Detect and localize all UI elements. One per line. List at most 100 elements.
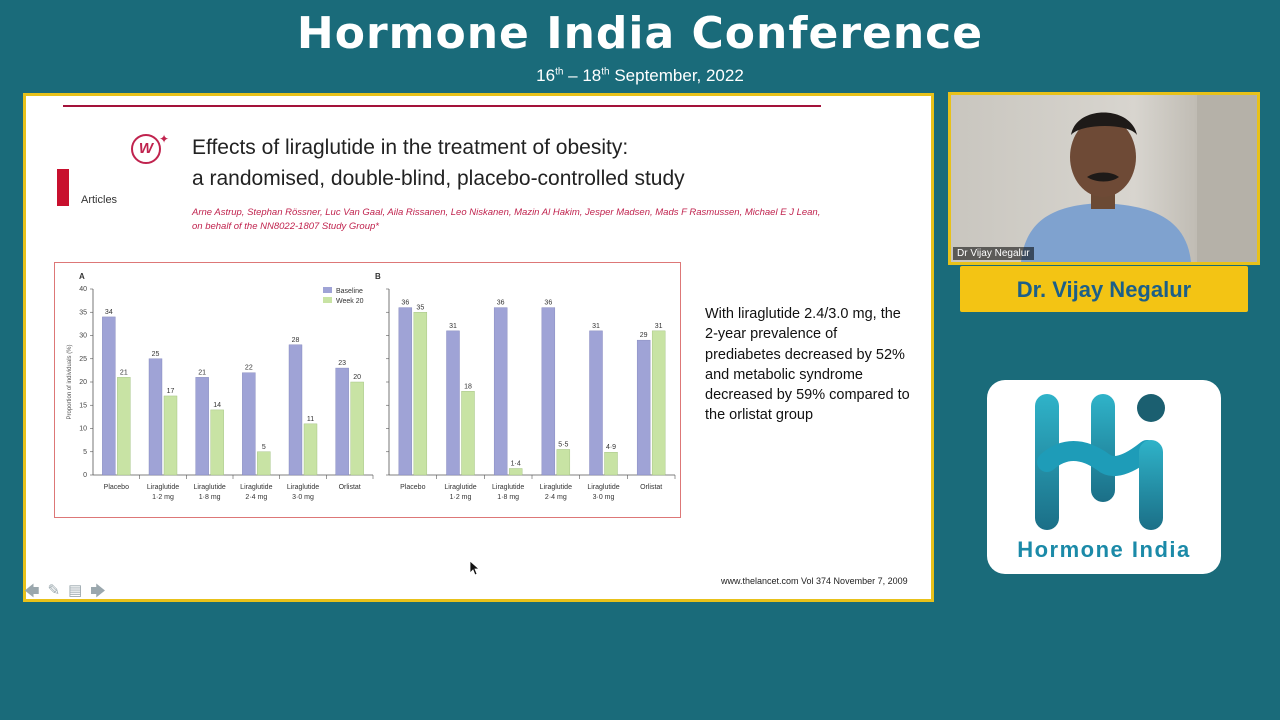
x-category-sublabel: 1·8 mg — [199, 494, 221, 501]
y-tick-label: 40 — [79, 286, 87, 293]
legend-swatch-baseline — [323, 287, 332, 293]
bar-week20 — [413, 312, 428, 476]
bar-baseline — [446, 330, 460, 476]
legend-label-baseline: Baseline — [336, 288, 363, 295]
bar-baseline — [242, 372, 256, 476]
bar-label-baseline: 34 — [105, 309, 113, 316]
bar-label-week20: 21 — [120, 369, 128, 376]
previous-slide-icon[interactable]: 🡄 — [24, 583, 40, 600]
bar-week20 — [508, 468, 523, 476]
bar-baseline — [148, 358, 163, 476]
bar-baseline — [195, 377, 209, 476]
y-tick-label: 30 — [79, 333, 87, 340]
x-category-sublabel: 1·8 mg — [497, 494, 519, 501]
x-category-sublabel: 2·4 mg — [545, 494, 567, 501]
x-category-label: Liraglutide — [492, 484, 524, 491]
bar-label-baseline: 25 — [152, 351, 160, 358]
x-category-label: Placebo — [400, 484, 425, 491]
lancet-w-logo-icon: W — [131, 134, 161, 164]
bar-label-baseline: 23 — [338, 360, 346, 367]
bar-week20 — [461, 391, 475, 476]
bar-label-week20: 5·5 — [558, 441, 568, 448]
x-category-label: Orlistat — [640, 484, 662, 491]
bar-baseline — [102, 316, 116, 476]
bar-label-baseline: 21 — [198, 369, 206, 376]
mouse-cursor-icon — [469, 560, 481, 576]
bar-label-baseline: 29 — [640, 332, 648, 339]
x-category-label: Liraglutide — [240, 484, 272, 491]
bar-label-week20: 31 — [655, 323, 663, 330]
bar-label-week20: 5 — [262, 444, 266, 451]
bar-week20 — [303, 423, 318, 476]
slide-title: Effects of liraglutide in the treatment … — [192, 136, 685, 190]
x-category-label: Placebo — [104, 484, 129, 491]
bar-label-week20: 4·9 — [606, 444, 616, 451]
bar-baseline — [493, 307, 508, 476]
y-tick-label: 5 — [83, 449, 87, 456]
x-category-label: Liraglutide — [587, 484, 619, 491]
y-tick-label: 20 — [79, 379, 87, 386]
bar-chart-svg: A 0 5 10 15 20 25 30 35 40 Proportion of individua… — [67, 272, 676, 501]
x-category-sublabel: 1·2 mg — [450, 494, 472, 501]
conference-dates: 16th – 18th September, 2022 — [536, 66, 744, 85]
figure-panel: A 0 5 10 15 20 25 30 35 40 Proportion of individua… — [54, 262, 681, 518]
journal-reference: www.thelancet.com Vol 374 November 7, 20… — [721, 576, 908, 586]
bar-label-week20: 20 — [353, 374, 361, 381]
sparkle-icon: ✦ — [159, 132, 170, 146]
logo-text: Hormone India — [1017, 537, 1191, 562]
bar-label-week20: 1·4 — [511, 460, 521, 467]
bar-label-baseline: 31 — [449, 323, 457, 330]
bar-label-week20: 35 — [416, 304, 424, 311]
x-category-sublabel: 2·4 mg — [245, 494, 267, 501]
hormone-india-logo: Hormone India — [987, 380, 1221, 574]
y-axis-title: Proportion of individuals (%) — [67, 344, 73, 419]
author-list: Arne Astrup, Stephan Rössner, Luc Van Ga… — [192, 207, 821, 232]
bar-label-baseline: 36 — [544, 300, 552, 307]
bar-week20 — [556, 449, 571, 476]
bar-baseline — [398, 307, 413, 476]
bar-week20 — [210, 409, 224, 476]
x-category-sublabel: 3·0 mg — [593, 494, 615, 501]
y-tick-label: 35 — [79, 309, 87, 316]
legend-swatch-week20 — [323, 297, 332, 303]
slide-summary-text: With liraglutide 2.4/3.0 mg, the 2-year … — [705, 306, 910, 424]
bar-week20 — [350, 381, 364, 476]
bar-week20 — [651, 330, 666, 476]
y-tick-label: 15 — [79, 402, 87, 409]
bar-week20 — [604, 452, 618, 476]
conference-title: Hormone India Conference — [296, 8, 984, 59]
speaker-figure — [1021, 112, 1191, 262]
x-category-label: Liraglutide — [287, 484, 319, 491]
bar-label-baseline: 36 — [401, 300, 409, 307]
presentation-slide: W ✦ Effects of liraglutide in the treatm… — [23, 93, 934, 602]
x-category-label: Liraglutide — [444, 484, 476, 491]
slide-top-rule — [63, 105, 821, 107]
y-tick-label: 10 — [79, 426, 87, 433]
y-tick-label: 0 — [83, 472, 87, 479]
bar-label-week20: 17 — [167, 388, 175, 395]
bar-label-week20: 18 — [464, 383, 472, 390]
bar-label-baseline: 31 — [592, 323, 600, 330]
next-slide-icon[interactable]: 🡆 — [90, 583, 106, 600]
x-category-label: Liraglutide — [194, 484, 226, 491]
bar-baseline — [335, 367, 349, 476]
bar-week20 — [257, 451, 271, 476]
bar-baseline — [636, 339, 651, 476]
legend-label-week20: Week 20 — [336, 298, 364, 305]
slide-menu-icon[interactable]: ▤ — [68, 582, 83, 599]
slide-navigation: 🡄 ✎ ▤ 🡆 — [24, 581, 106, 606]
video-door — [1197, 95, 1257, 262]
bar-label-baseline: 36 — [497, 300, 505, 307]
pen-tool-icon[interactable]: ✎ — [47, 582, 61, 599]
panel-letter: B — [375, 272, 381, 281]
x-category-label: Liraglutide — [540, 484, 572, 491]
bar-label-week20: 11 — [307, 416, 314, 423]
x-category-sublabel: 3·0 mg — [292, 494, 314, 501]
speaker-video: Dr Vijay Negalur — [948, 92, 1260, 265]
x-category-label: Orlistat — [339, 484, 361, 491]
hi-logo-mark-icon — [1035, 394, 1165, 530]
speaker-name-banner: Dr. Vijay Negalur — [960, 266, 1248, 312]
articles-section-label: Articles — [81, 194, 118, 206]
journal-red-marker — [57, 169, 69, 206]
x-category-sublabel: 1·2 mg — [152, 494, 174, 501]
